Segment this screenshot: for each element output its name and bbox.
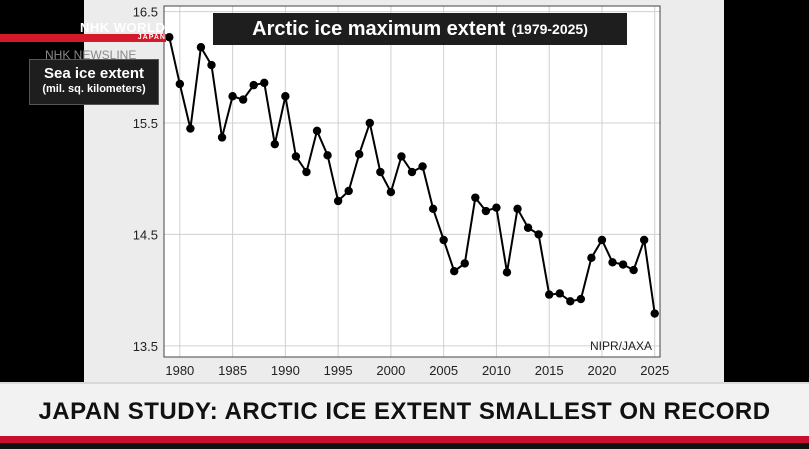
data-point <box>207 60 216 70</box>
data-point <box>249 80 258 90</box>
data-point <box>650 309 659 318</box>
data-point <box>639 235 649 245</box>
y-tick-label: 13.5 <box>133 339 158 354</box>
data-point <box>355 150 364 159</box>
data-point <box>555 289 564 298</box>
logo-text: NHK WORLD <box>80 20 166 35</box>
data-point <box>196 43 206 52</box>
logo-red-bar <box>0 34 84 42</box>
data-point <box>186 124 195 133</box>
data-point <box>492 203 501 212</box>
data-point <box>513 204 522 213</box>
data-point <box>629 265 638 275</box>
data-point <box>397 152 406 161</box>
data-point <box>523 223 533 232</box>
logo-sub-text: JAPAN <box>137 34 166 41</box>
program-watermark: NHK NEWSLINE <box>45 48 137 62</box>
data-point <box>460 259 469 268</box>
data-point <box>165 33 174 42</box>
y-axis-label-main: Sea ice extent <box>43 65 145 82</box>
plot-frame <box>163 5 661 358</box>
x-tick-label: 2025 <box>640 363 669 378</box>
ticker-red-stripe <box>0 436 809 443</box>
data-point <box>260 78 269 88</box>
x-tick-label: 2005 <box>429 363 458 378</box>
data-point <box>217 133 227 142</box>
data-point <box>407 167 417 177</box>
data-point <box>333 196 343 206</box>
data-point <box>418 162 427 171</box>
chart-title-main: Arctic ice maximum extent <box>252 17 506 40</box>
data-point <box>597 235 607 245</box>
data-point <box>365 118 374 128</box>
x-tick-label: 1985 <box>218 363 247 378</box>
data-point <box>344 186 353 196</box>
y-tick-label: 14.5 <box>133 227 158 242</box>
data-point <box>175 79 185 89</box>
y-tick-label: 16.5 <box>133 5 158 20</box>
data-point <box>534 230 543 239</box>
data-point <box>291 152 301 161</box>
data-point <box>587 253 596 263</box>
data-point <box>312 126 322 135</box>
source-label: NIPR/JAXA <box>590 339 652 353</box>
data-point <box>323 151 332 160</box>
axes <box>163 5 661 358</box>
grid <box>164 6 660 357</box>
data-point <box>576 294 586 304</box>
data-point <box>281 92 290 101</box>
data-point <box>302 167 311 177</box>
x-tick-label: 2000 <box>376 363 405 378</box>
data-point <box>544 290 554 299</box>
data-point <box>608 258 617 267</box>
x-tick-label: 2020 <box>587 363 616 378</box>
ticker-dark-stripe <box>0 443 809 449</box>
data-point <box>481 206 491 216</box>
data-point <box>471 193 480 202</box>
series <box>165 33 659 318</box>
y-axis-label-unit: (mil. sq. kilometers) <box>42 83 146 95</box>
x-tick-label: 1980 <box>165 363 194 378</box>
data-point <box>618 260 628 269</box>
data-point <box>566 297 575 306</box>
logo-sub-bar: JAPAN <box>80 34 166 42</box>
y-tick-label: 15.5 <box>133 116 158 131</box>
x-tick-label: 2010 <box>482 363 511 378</box>
data-point <box>439 235 448 245</box>
y-axis-label: Sea ice extent (mil. sq. kilometers) <box>29 59 159 105</box>
chart-panel: 1980 1985 1990 1995 2000 2005 2010 2015 2020 2025… <box>84 0 724 382</box>
chart-title: Arctic ice maximum extent (1979-2025) <box>213 13 627 45</box>
chart-title-years: (1979-2025) <box>511 21 588 37</box>
data-point <box>238 95 248 104</box>
line-chart: 1980 1985 1990 1995 2000 2005 2010 2015 2020 2025… <box>133 5 669 378</box>
data-point <box>428 204 438 213</box>
x-tick-label: 1990 <box>271 363 300 378</box>
data-point <box>502 268 512 277</box>
tick-labels: 1980 1985 1990 1995 2000 2005 2010 2015 2020 2025… <box>133 5 669 378</box>
data-point <box>228 92 237 101</box>
data-point <box>450 267 459 276</box>
data-point <box>386 187 396 197</box>
data-point <box>270 139 280 149</box>
ticker-headline: JAPAN STUDY: ARCTIC ICE EXTENT SMALLEST … <box>38 398 771 425</box>
x-tick-label: 2015 <box>535 363 564 378</box>
data-point <box>376 167 385 177</box>
plot-area <box>164 6 660 357</box>
nhk-world-logo: NHK WORLD JAPAN <box>80 20 166 44</box>
x-tick-label: 1995 <box>324 363 353 378</box>
news-ticker: JAPAN STUDY: ARCTIC ICE EXTENT SMALLEST … <box>0 382 809 438</box>
